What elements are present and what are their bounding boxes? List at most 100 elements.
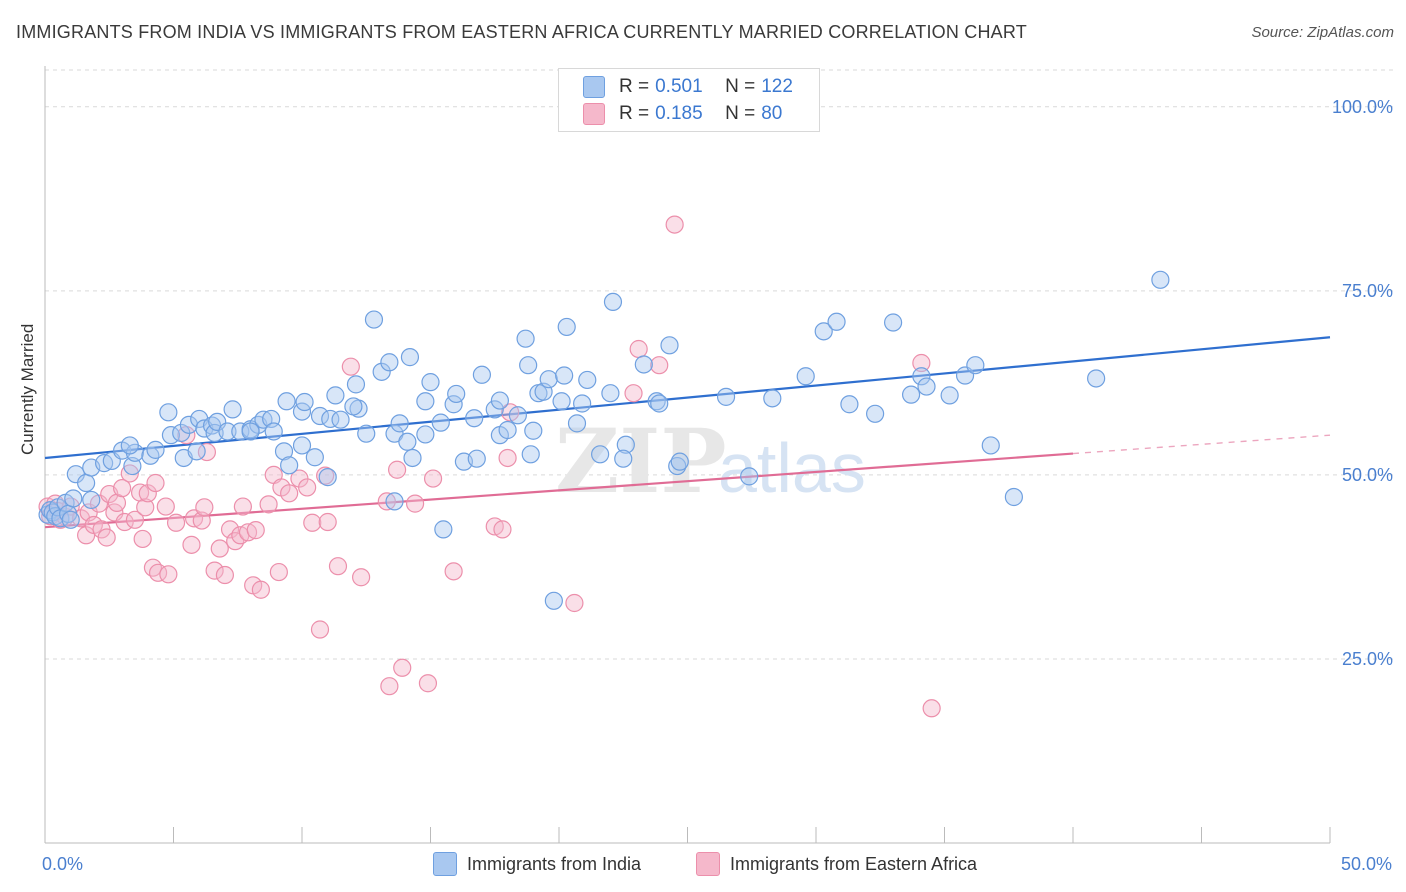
data-point-india [616, 435, 635, 454]
data-point-eastern-africa [352, 568, 371, 587]
data-point-india [431, 413, 450, 432]
data-point-india [966, 356, 985, 375]
data-point-eastern-africa [192, 511, 211, 530]
data-point-eastern-africa [143, 558, 163, 577]
data-point-india [416, 425, 435, 444]
data-point-eastern-africa [912, 353, 931, 373]
data-point-india [840, 395, 859, 414]
data-point-india [364, 310, 384, 329]
data-point-india [670, 452, 689, 471]
x-tick-label: 0.0% [42, 854, 83, 874]
data-point-eastern-africa [166, 513, 186, 532]
data-point-india [650, 394, 669, 413]
data-point-india [254, 410, 273, 429]
data-point-india [763, 389, 782, 408]
n-value: 122 [761, 76, 793, 97]
data-point-india [465, 409, 484, 428]
data-point-india [241, 422, 260, 441]
data-point-india [524, 421, 543, 440]
data-point-eastern-africa [418, 674, 438, 693]
data-point-india [544, 591, 563, 610]
data-point-eastern-africa [259, 495, 278, 514]
watermark-atlas: atlas [718, 429, 866, 507]
data-point-india [1004, 487, 1023, 507]
data-point-india [380, 353, 399, 372]
data-point-india [434, 520, 453, 539]
data-point-eastern-africa [565, 593, 584, 613]
data-point-india [223, 400, 242, 419]
data-point-india [218, 422, 237, 441]
data-point-eastern-africa [310, 620, 330, 639]
trend-line-india [44, 336, 1331, 460]
data-point-india [796, 367, 815, 386]
data-point-india [187, 442, 206, 461]
data-point-eastern-africa [182, 535, 201, 554]
data-point-india [357, 424, 376, 443]
data-point-india [472, 365, 491, 384]
data-point-eastern-africa [156, 497, 175, 516]
data-point-india [280, 456, 299, 475]
africa-swatch-icon [583, 103, 605, 125]
data-point-india [578, 370, 597, 390]
trend-line-eastern-africa-extension [1072, 434, 1331, 455]
stats-legend: R = 0.501 N = 122 R = 0.185 N = 80 [558, 68, 820, 132]
data-point-india [634, 355, 653, 374]
legend-item-india[interactable]: Immigrants from India [433, 852, 641, 876]
data-point-eastern-africa [246, 521, 265, 540]
data-point-india [567, 414, 587, 433]
data-point-eastern-africa [215, 565, 234, 585]
data-point-eastern-africa [298, 478, 317, 497]
data-point-india [385, 424, 404, 443]
data-point-eastern-africa [493, 520, 512, 539]
data-point-india [940, 386, 959, 405]
data-point-india [521, 445, 540, 464]
data-point-eastern-africa [405, 494, 425, 513]
data-point-eastern-africa [269, 562, 288, 582]
data-point-india [866, 404, 885, 423]
data-point-india [305, 448, 324, 467]
data-point-india [385, 492, 404, 511]
data-point-eastern-africa [318, 512, 337, 532]
data-point-eastern-africa [205, 561, 224, 580]
chart-title: IMMIGRANTS FROM INDIA VS IMMIGRANTS FROM… [16, 22, 1027, 42]
legend-item-africa[interactable]: Immigrants from Eastern Africa [696, 852, 977, 876]
data-point-india [321, 409, 340, 429]
data-point-india [61, 510, 80, 529]
data-point-eastern-africa [195, 498, 214, 517]
data-point-india [557, 317, 576, 337]
y-axis-label: Currently Married [18, 323, 37, 455]
data-point-india [1087, 369, 1106, 388]
data-point-india [917, 377, 936, 396]
data-point-india [539, 370, 558, 389]
trend-line-eastern-africa [44, 452, 1074, 529]
data-point-india [1151, 270, 1170, 289]
legend-label-africa: Immigrants from Eastern Africa [730, 853, 978, 874]
data-point-india [264, 422, 283, 441]
data-point-india [146, 440, 165, 459]
tick-labels: 25.0% 50.0% 75.0% 100.0% 0.0% 50.0% [42, 97, 1393, 874]
data-point-india [485, 400, 504, 419]
x-tick-label: 50.0% [1341, 854, 1392, 874]
data-point-eastern-africa [922, 699, 941, 718]
data-point-india [331, 410, 350, 429]
data-point-india [179, 415, 199, 434]
india-swatch-icon [583, 76, 605, 98]
data-point-india [444, 395, 463, 414]
data-point-india [467, 449, 486, 468]
source-label: Source: ZipAtlas.com [1251, 24, 1394, 41]
data-point-india [400, 348, 420, 367]
data-point-eastern-africa [226, 532, 245, 551]
data-point-india [344, 397, 363, 416]
data-point-eastern-africa [444, 562, 463, 581]
data-point-eastern-africa [159, 565, 178, 584]
data-point-eastern-africa [233, 497, 252, 516]
r-label: R = [619, 103, 650, 124]
data-point-india [82, 490, 101, 510]
data-point-india [416, 392, 435, 411]
data-point-india [372, 362, 391, 381]
data-point-india [64, 489, 83, 508]
y-tick-label: 50.0% [1342, 465, 1393, 485]
axes [44, 66, 1331, 844]
data-point-india [277, 392, 296, 411]
data-point-eastern-africa [498, 448, 517, 468]
